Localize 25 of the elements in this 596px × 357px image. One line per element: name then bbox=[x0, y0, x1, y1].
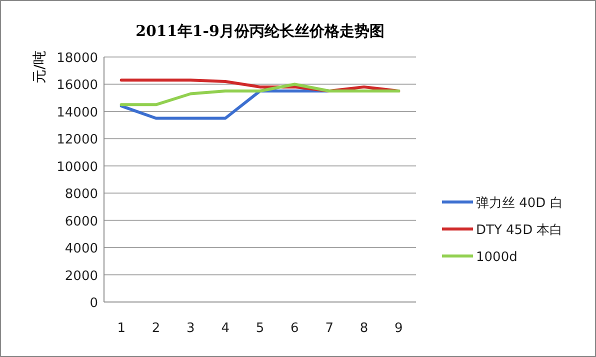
x-tick-label: 6 bbox=[290, 321, 299, 336]
chart-title: 2011年1-9月份丙纶长丝价格走势图 bbox=[136, 22, 384, 40]
x-tick-label: 4 bbox=[221, 321, 230, 336]
x-tick-label: 9 bbox=[394, 321, 403, 336]
x-tick-label: 3 bbox=[186, 321, 195, 336]
line-series bbox=[120, 82, 400, 106]
y-axis-title: 元/吨 bbox=[32, 50, 48, 84]
y-tick-label: 6000 bbox=[64, 214, 98, 230]
y-tick-label: 4000 bbox=[64, 242, 98, 257]
x-tick-label: 8 bbox=[360, 321, 368, 336]
x-tick-label: 1 bbox=[117, 321, 126, 336]
x-tick-label: 5 bbox=[256, 321, 264, 336]
legend-label: DTY 45D 本白 bbox=[476, 223, 563, 238]
y-tick-label: 18000 bbox=[56, 51, 98, 66]
x-tick-label: 2 bbox=[152, 321, 160, 336]
legend-label: 弹力丝 40D 白 bbox=[476, 196, 563, 211]
y-tick-label: 14000 bbox=[56, 105, 98, 120]
y-tick-label: 0 bbox=[90, 296, 98, 311]
y-tick-label: 8000 bbox=[64, 187, 98, 202]
y-tick-label: 10000 bbox=[56, 160, 98, 175]
legend-label: 1000d bbox=[476, 250, 518, 265]
y-tick-label: 16000 bbox=[56, 78, 98, 94]
y-tick-label: 12000 bbox=[56, 132, 98, 148]
y-tick-label: 2000 bbox=[64, 268, 98, 284]
x-tick-label: 7 bbox=[325, 321, 334, 336]
